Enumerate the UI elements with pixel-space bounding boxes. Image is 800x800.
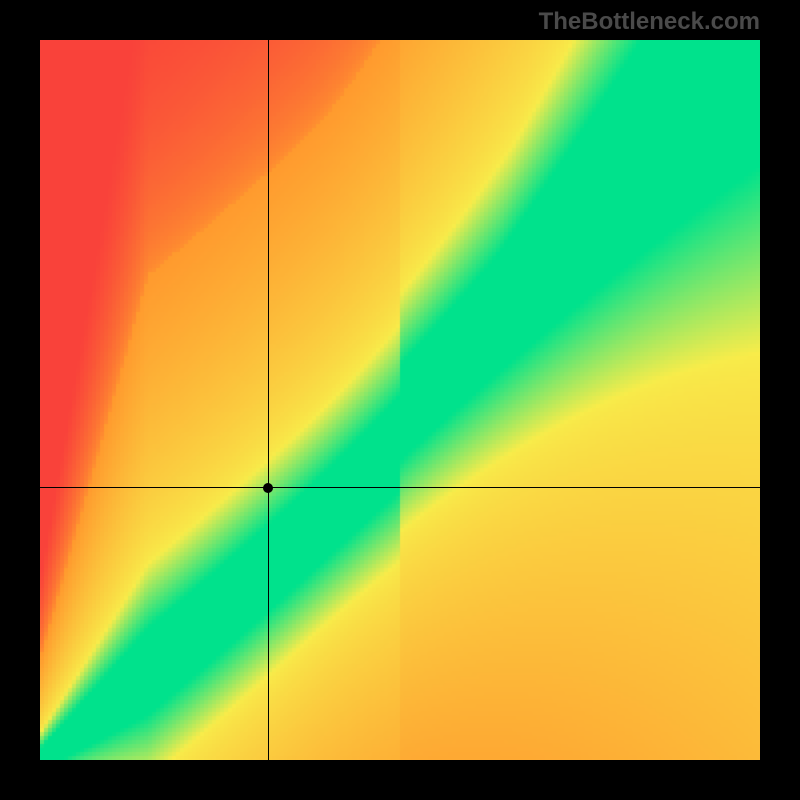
chart-container: TheBottleneck.com: [0, 0, 800, 800]
plot-area: [40, 40, 760, 760]
marker-dot: [263, 483, 273, 493]
heatmap-canvas: [40, 40, 760, 760]
crosshair-vertical: [268, 40, 269, 760]
watermark-text: TheBottleneck.com: [539, 8, 760, 36]
crosshair-horizontal: [40, 487, 760, 488]
